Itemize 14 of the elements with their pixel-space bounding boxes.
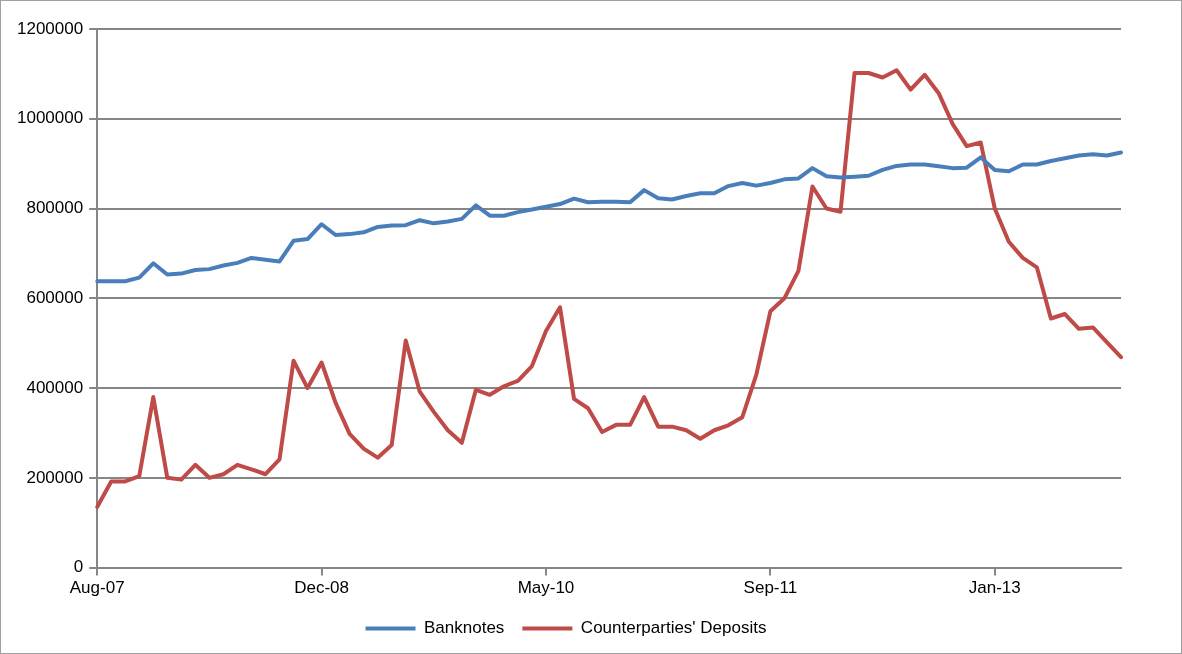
x-tick-label: Jan-13 <box>968 578 1021 598</box>
y-tick-label: 600000 <box>26 287 84 307</box>
y-tick-label: 400000 <box>26 377 84 397</box>
x-tick-label: Aug-07 <box>69 578 125 598</box>
legend-label: Banknotes <box>424 618 505 638</box>
legend-label: Counterparties' Deposits <box>580 618 767 638</box>
x-tick-label: Sep-11 <box>743 578 798 598</box>
y-tick-label: 0 <box>73 557 84 577</box>
x-tick-label: Dec-08 <box>294 578 349 598</box>
y-tick-label: 200000 <box>26 467 84 487</box>
y-tick-label: 800000 <box>26 198 84 218</box>
x-tick-label: May-10 <box>517 578 575 598</box>
y-tick-label: 1200000 <box>16 18 84 38</box>
y-tick-label: 1000000 <box>16 108 84 128</box>
